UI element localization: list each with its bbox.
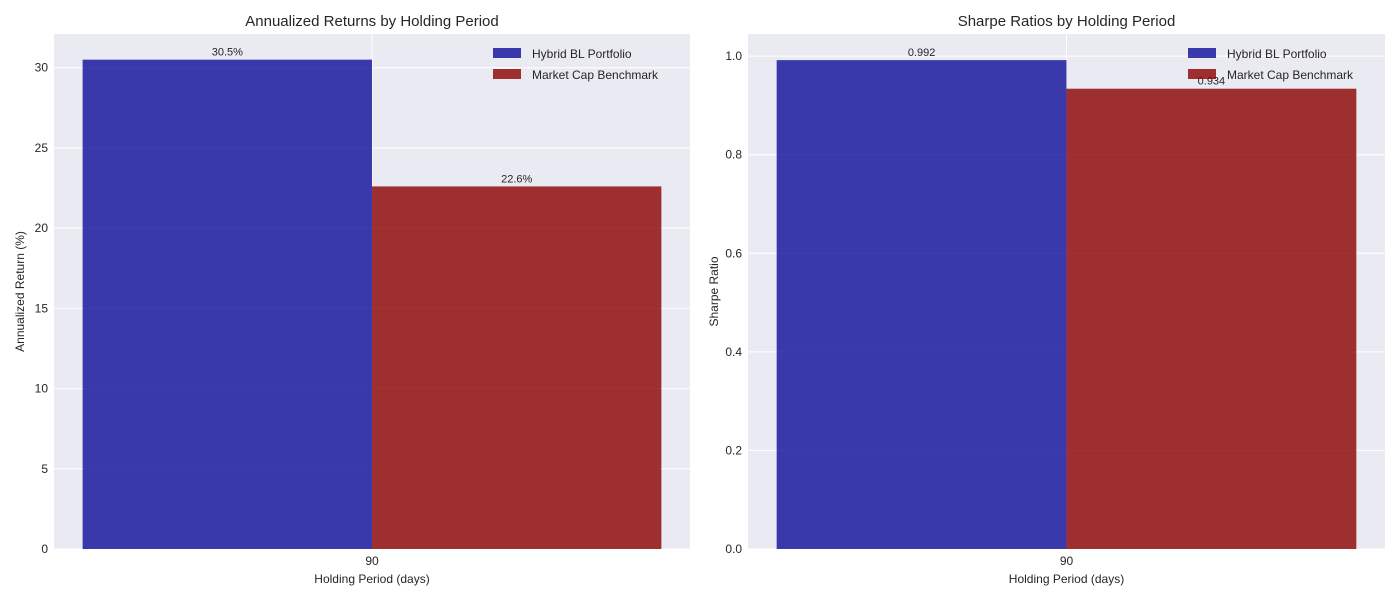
y-tick-label: 0: [41, 542, 48, 556]
legend-label: Market Cap Benchmark: [1227, 68, 1354, 82]
legend-label: Hybrid BL Portfolio: [532, 47, 632, 61]
chart-title: Annualized Returns by Holding Period: [245, 13, 498, 30]
x-axis-label: Holding Period (days): [314, 572, 429, 586]
legend: Hybrid BL Portfolio Market Cap Benchmark: [1188, 47, 1354, 82]
y-tick-label: 0.2: [725, 443, 742, 457]
y-tick-label: 0.8: [725, 148, 742, 162]
chart-panel-1: 30.5% 22.6% 90 0 5 10 15 20 25 30 Annualized Retur…: [13, 13, 690, 586]
legend-label: Market Cap Benchmark: [532, 68, 659, 82]
bar-market-cap-benchmark: [372, 186, 662, 549]
y-tick-label: 30: [35, 61, 49, 75]
x-axis-label: Holding Period (days): [1009, 572, 1124, 586]
bar-market-cap-benchmark: [1066, 88, 1357, 550]
y-tick-label: 0.0: [725, 542, 742, 556]
x-tick-label: 90: [1060, 554, 1074, 568]
data-label: 30.5%: [212, 47, 243, 59]
legend-label: Hybrid BL Portfolio: [1227, 47, 1327, 61]
y-tick-label: 10: [35, 382, 49, 396]
y-tick-label: 1.0: [725, 49, 742, 63]
y-tick-label: 25: [35, 141, 49, 155]
data-label: 22.6%: [501, 173, 532, 185]
y-axis-label: Sharpe Ratio: [707, 256, 721, 326]
legend-swatch: [1188, 69, 1216, 79]
legend-swatch: [493, 69, 521, 79]
y-tick-label: 5: [41, 462, 48, 476]
y-tick-label: 20: [35, 221, 49, 235]
legend-swatch: [1188, 48, 1216, 58]
data-label: 0.992: [908, 47, 936, 59]
x-tick-label: 90: [365, 554, 379, 568]
legend-swatch: [493, 48, 521, 58]
y-tick-label: 0.4: [725, 345, 742, 359]
y-axis-label: Annualized Return (%): [13, 231, 27, 352]
y-tick-label: 15: [35, 301, 49, 315]
legend: Hybrid BL Portfolio Market Cap Benchmark: [493, 47, 659, 82]
bar-hybrid-bl-portfolio: [776, 60, 1067, 549]
y-tick-label: 0.6: [725, 246, 742, 260]
chart-title: Sharpe Ratios by Holding Period: [958, 13, 1176, 30]
bar-hybrid-bl-portfolio: [82, 59, 373, 550]
